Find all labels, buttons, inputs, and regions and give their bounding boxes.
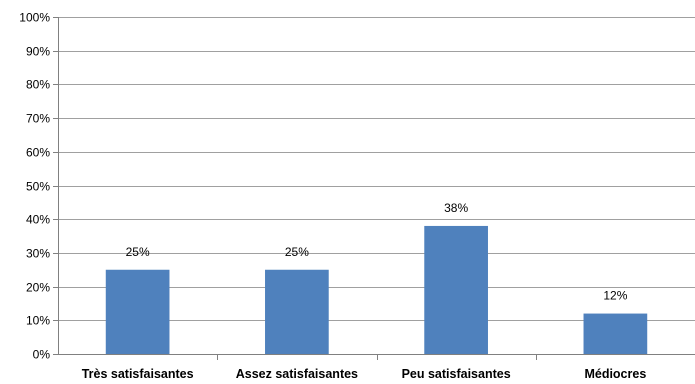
labels: 0% 10% 20% 30% 40% 50% 60% 70% 80% 90% 100% 25% Très… (19, 11, 646, 382)
bar (265, 269, 329, 354)
y-tick-label: 10% (26, 314, 50, 328)
bar (583, 313, 648, 354)
data-label: 25% (126, 245, 150, 259)
axes (53, 17, 695, 360)
x-category-label: Assez satisfaisantes (236, 367, 358, 381)
x-category-label: Très satisfaisantes (82, 367, 194, 381)
data-label: 25% (285, 245, 309, 259)
bars (105, 225, 648, 354)
y-tick-label: 90% (26, 45, 50, 59)
y-tick-label: 80% (26, 78, 50, 92)
y-tick-label: 60% (26, 146, 50, 160)
x-category-label: Médiocres (584, 367, 646, 381)
bar (105, 269, 170, 354)
y-tick-label: 30% (26, 247, 50, 261)
y-tick-label: 70% (26, 112, 50, 126)
y-tick-label: 50% (26, 180, 50, 194)
y-tick-label: 0% (33, 348, 51, 362)
y-tick-label: 40% (26, 213, 50, 227)
y-tick-label: 20% (26, 281, 50, 295)
y-tick-label: 100% (19, 11, 50, 25)
data-label: 38% (444, 201, 468, 215)
x-category-label: Peu satisfaisantes (402, 367, 511, 381)
bar (424, 225, 488, 354)
data-label: 12% (603, 289, 627, 303)
